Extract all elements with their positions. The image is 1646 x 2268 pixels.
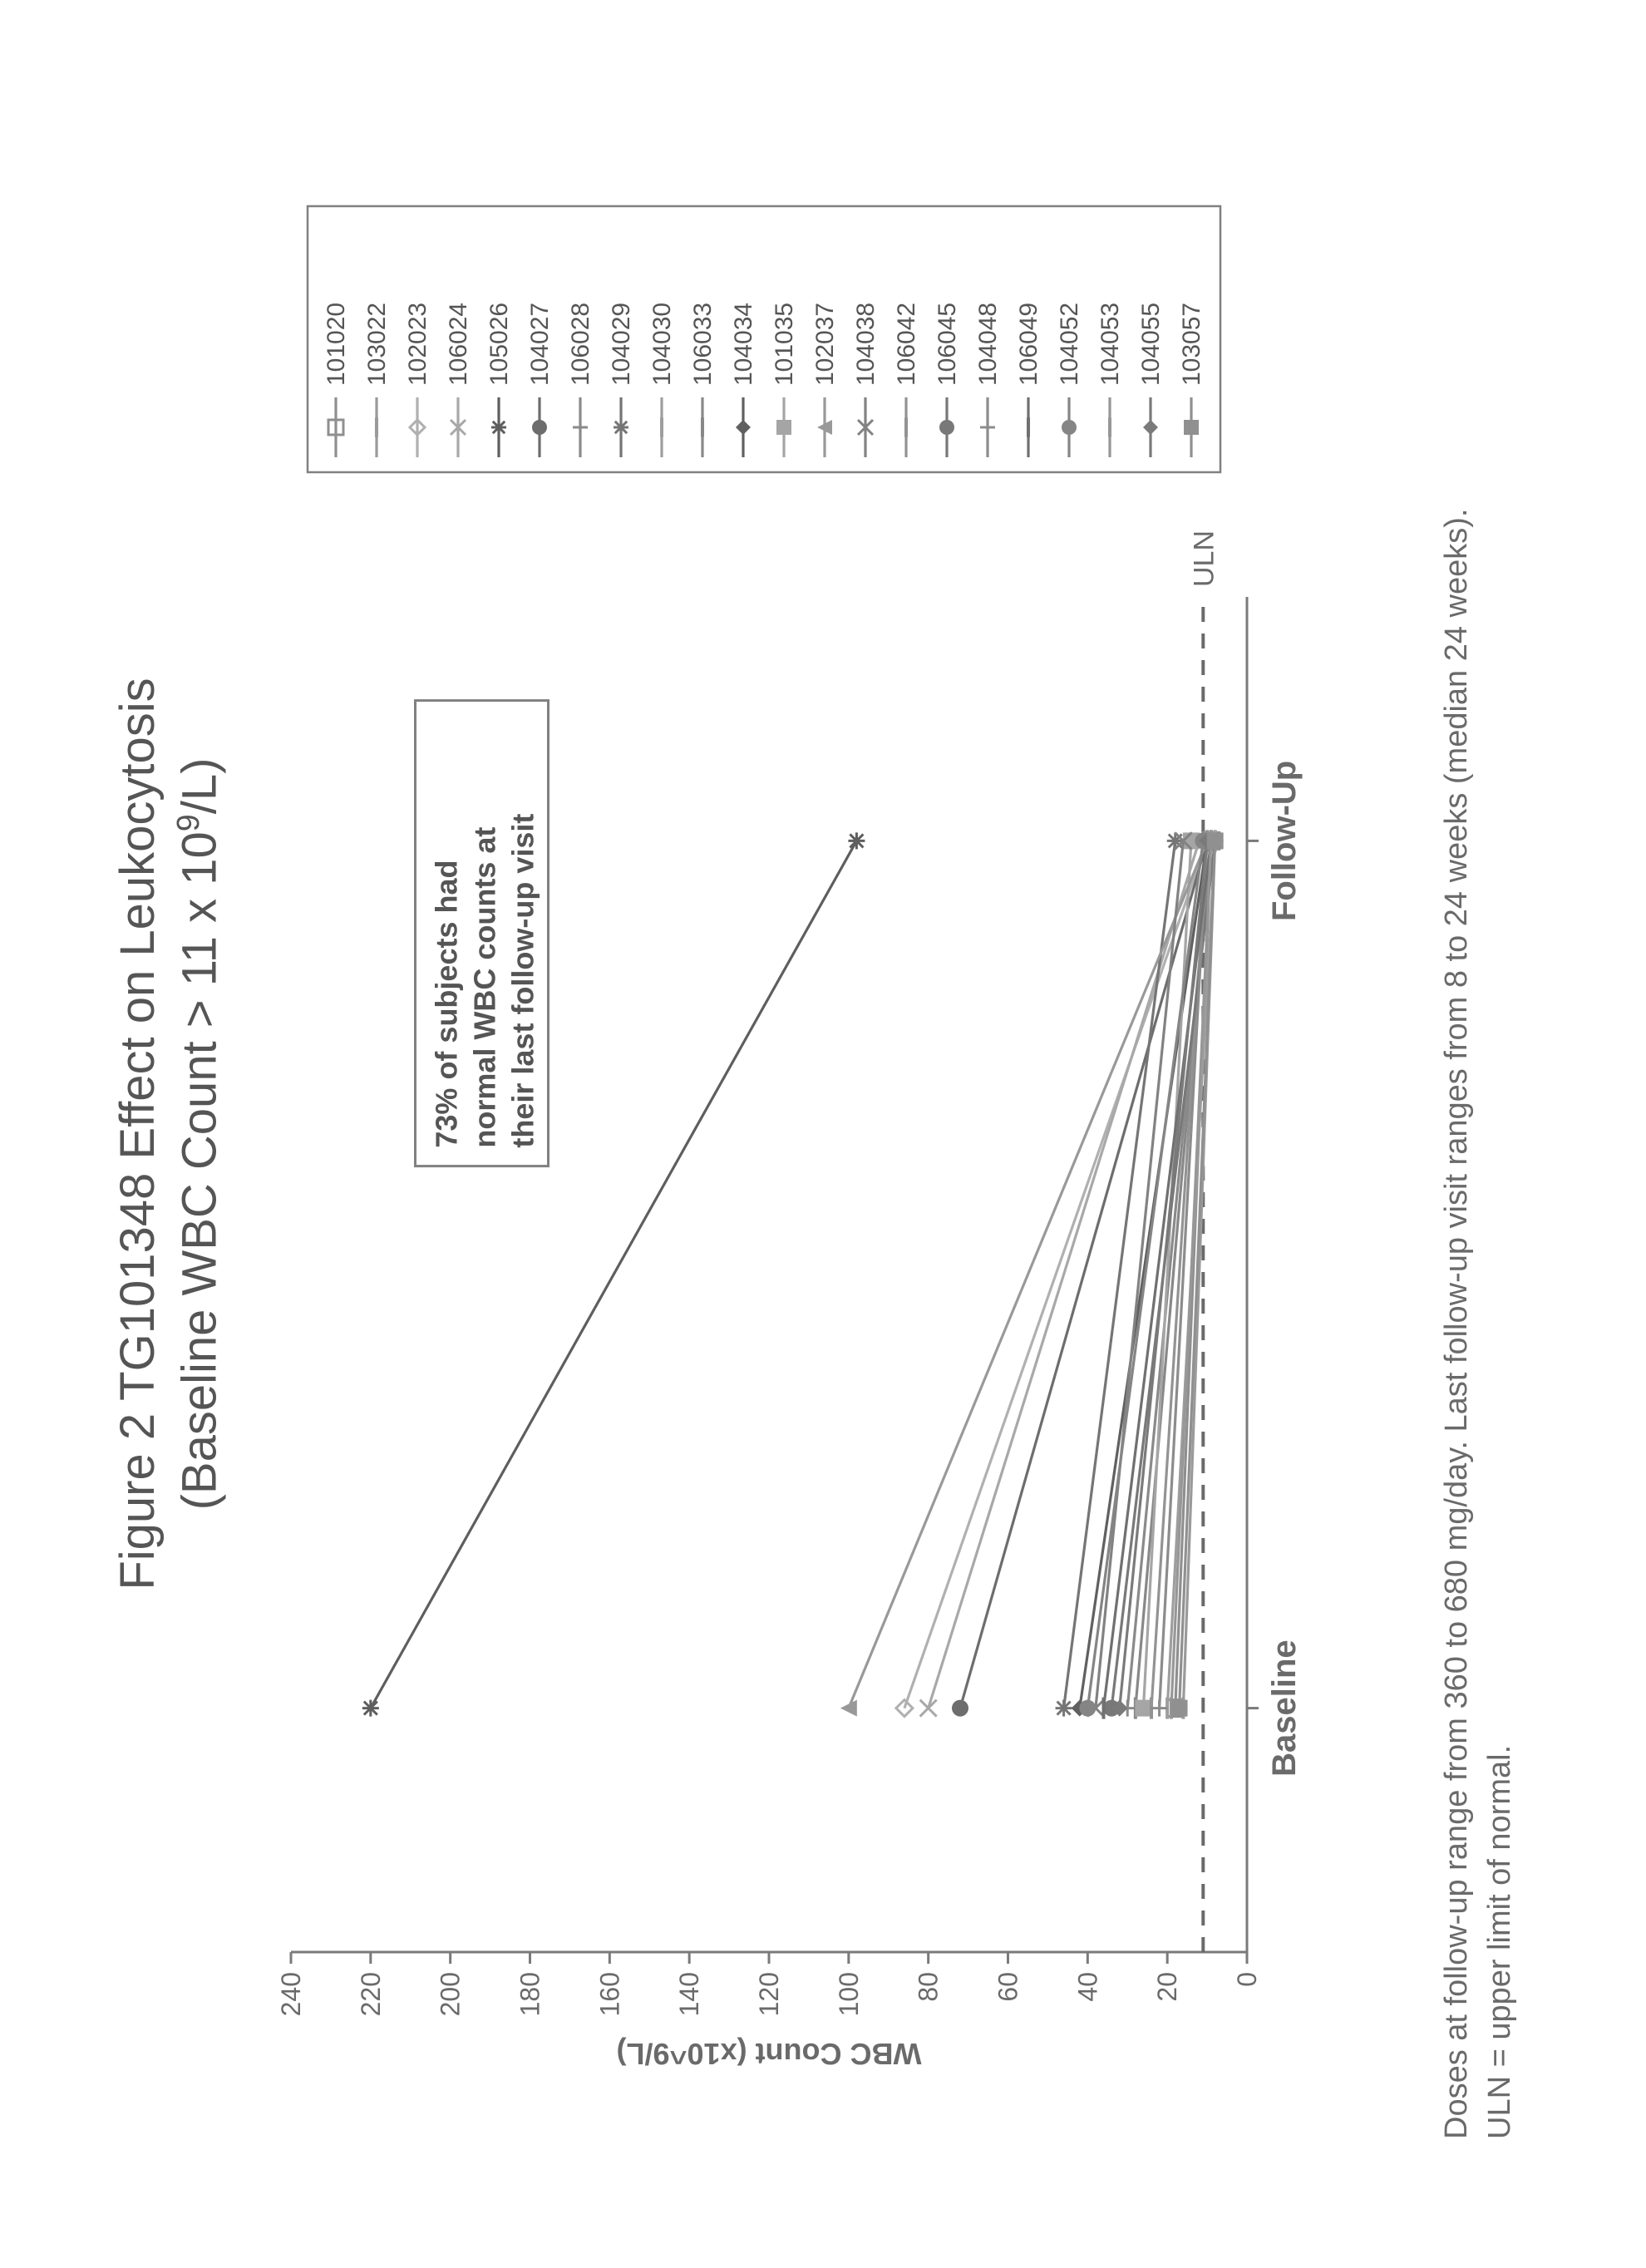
svg-text:ULN: ULN xyxy=(1188,530,1220,587)
svg-text:80: 80 xyxy=(914,1972,944,2002)
line-chart: 0 20 40 60 80 100 120 140 160 180 200 220 240 Baselin… xyxy=(266,123,1397,2143)
svg-text:104034: 104034 xyxy=(730,303,757,386)
svg-text:240: 240 xyxy=(276,1972,306,2016)
footnote-line-2: ULN = upper limit of normal. xyxy=(1482,1745,1517,2139)
svg-text:103022: 103022 xyxy=(363,303,391,386)
svg-text:60: 60 xyxy=(993,1972,1023,2002)
svg-text:106042: 106042 xyxy=(893,303,920,386)
svg-text:104038: 104038 xyxy=(852,303,880,386)
svg-text:73% of subjects had: 73% of subjects had xyxy=(430,860,464,1147)
svg-text:106033: 106033 xyxy=(689,303,717,386)
svg-text:40: 40 xyxy=(1072,1972,1102,2002)
svg-text:106024: 106024 xyxy=(445,303,472,386)
title-line-2-suffix: /L) xyxy=(172,758,226,815)
chart-container: 0 20 40 60 80 100 120 140 160 180 200 220 240 Baselin… xyxy=(266,123,1397,2143)
svg-text:106028: 106028 xyxy=(567,303,594,386)
title-line-2-prefix: (Baseline WBC Count > 11 x 10 xyxy=(172,831,226,1510)
svg-text:101020: 101020 xyxy=(323,303,350,386)
svg-text:Baseline: Baseline xyxy=(1266,1639,1303,1777)
svg-text:their last follow-up visit: their last follow-up visit xyxy=(506,814,540,1148)
svg-text:106045: 106045 xyxy=(934,303,961,386)
svg-text:100: 100 xyxy=(834,1972,864,2016)
svg-text:104027: 104027 xyxy=(526,303,554,386)
svg-text:104048: 104048 xyxy=(974,303,1002,386)
svg-text:104052: 104052 xyxy=(1056,303,1083,386)
svg-text:Follow-Up: Follow-Up xyxy=(1266,761,1303,921)
svg-text:106049: 106049 xyxy=(1015,303,1042,386)
svg-text:104029: 104029 xyxy=(608,303,635,386)
svg-text:20: 20 xyxy=(1152,1972,1182,2002)
svg-text:140: 140 xyxy=(674,1972,704,2016)
figure-title: Figure 2 TG101348 Effect on Leukocytosis… xyxy=(108,0,229,2268)
svg-text:0: 0 xyxy=(1232,1972,1262,1987)
svg-text:180: 180 xyxy=(515,1972,545,2016)
svg-text:105026: 105026 xyxy=(485,303,513,386)
footnote: Doses at follow-up range from 360 to 680… xyxy=(1436,509,1521,2139)
svg-text:200: 200 xyxy=(436,1972,466,2016)
svg-text:normal WBC counts at: normal WBC counts at xyxy=(468,827,502,1148)
svg-text:102037: 102037 xyxy=(811,303,839,386)
footnote-line-1: Doses at follow-up range from 360 to 680… xyxy=(1439,509,1474,2139)
superscript-nine: 9 xyxy=(170,814,205,831)
svg-text:104055: 104055 xyxy=(1137,303,1165,386)
svg-text:WBC Count (x10^9/L): WBC Count (x10^9/L) xyxy=(616,2037,921,2071)
svg-text:220: 220 xyxy=(356,1972,386,2016)
svg-text:104030: 104030 xyxy=(648,303,676,386)
svg-text:160: 160 xyxy=(594,1972,624,2016)
title-line-1: Figure 2 TG101348 Effect on Leukocytosis xyxy=(111,678,165,1590)
svg-text:103057: 103057 xyxy=(1178,303,1205,386)
svg-text:101035: 101035 xyxy=(771,303,798,386)
svg-text:104053: 104053 xyxy=(1097,303,1124,386)
svg-text:120: 120 xyxy=(754,1972,784,2016)
svg-text:102023: 102023 xyxy=(404,303,431,386)
